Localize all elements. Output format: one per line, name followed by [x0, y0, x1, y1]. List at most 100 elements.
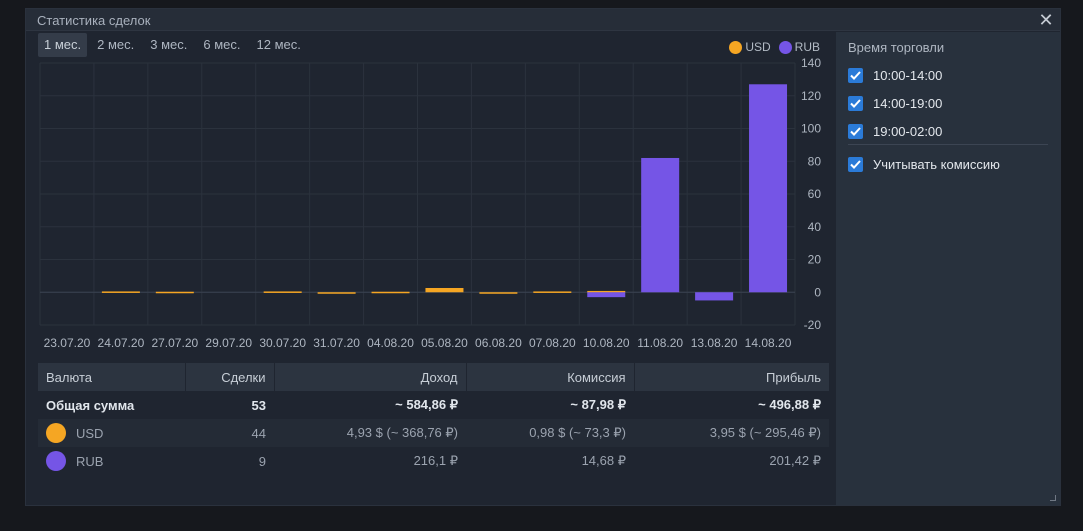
bar-usd — [371, 291, 410, 294]
profit-cell: 3,95 $ (~ 295,46 ₽) — [634, 419, 829, 447]
sidebar-divider — [848, 144, 1048, 145]
commission-cell: 14,68 ₽ — [581, 453, 626, 468]
legend-rub: RUB — [778, 40, 820, 54]
period-tab-1m[interactable]: 1 мес. — [38, 33, 88, 57]
x-tick-label: 30.07.20 — [259, 336, 306, 350]
total-label: Общая сумма — [46, 397, 135, 413]
col-income: Доход — [274, 363, 467, 391]
period-tab-2m[interactable]: 2 мес. — [97, 37, 135, 52]
trade-stats-window: Статистика сделок ✕ 1 мес. 2 мес. 3 мес.… — [25, 8, 1061, 506]
profit-bar-chart: 140 120 100 80 60 40 20 0 -20 23.07.20 24.07.20 27.… — [39, 56, 822, 350]
currency-label: USD — [76, 425, 104, 441]
total-row: Общая сумма 53 ~ 584,86 ₽ ~ 87,98 ₽ ~ 49… — [38, 391, 829, 419]
y-tick-label: 140 — [801, 56, 821, 70]
y-tick-label: -20 — [804, 318, 822, 332]
x-tick-label: 23.07.20 — [44, 336, 91, 350]
rub-dot-icon — [46, 451, 66, 471]
total-profit: ~ 496,88 ₽ — [758, 397, 821, 412]
legend-rub-label: RUB — [794, 40, 820, 54]
window-title: Статистика сделок — [37, 13, 151, 28]
checkbox-checked-icon[interactable] — [848, 96, 863, 111]
x-tick-label: 04.08.20 — [367, 336, 414, 350]
time-filter-label: 19:00-02:00 — [873, 124, 943, 139]
table-header-row: Валюта Сделки Доход Комиссия Прибыль — [38, 363, 829, 391]
resize-handle-icon[interactable] — [1050, 495, 1056, 501]
income-cell: 4,93 $ (~ 368,76 ₽) — [274, 419, 466, 447]
bar-usd — [425, 287, 464, 293]
y-tick-label: 80 — [808, 154, 822, 168]
bar-usd — [479, 292, 518, 294]
trading-time-title: Время торговли — [848, 40, 945, 55]
time-filter-14-19[interactable]: 14:00-19:00 — [848, 96, 942, 111]
bar-rub — [587, 292, 626, 298]
col-deals: Сделки — [185, 363, 275, 391]
currency-cell: RUB — [38, 447, 185, 475]
legend-usd: USD — [729, 40, 771, 54]
title-bar: Статистика сделок ✕ — [26, 9, 1060, 31]
filter-sidebar: Время торговли 10:00-14:00 14:00-19:00 1… — [836, 32, 1060, 505]
income-cell: 216,1 ₽ — [413, 453, 458, 468]
time-filter-10-14[interactable]: 10:00-14:00 — [848, 68, 942, 83]
profit-cell: 201,42 ₽ — [769, 453, 821, 468]
bar-usd — [263, 291, 302, 293]
deals-cell: 9 — [258, 453, 266, 469]
total-commission: ~ 87,98 ₽ — [570, 397, 626, 412]
main-panel: 1 мес. 2 мес. 3 мес. 6 мес. 12 мес. USD … — [26, 32, 836, 507]
bar-rub — [749, 84, 788, 293]
rub-swatch-icon — [778, 40, 792, 54]
col-commission: Комиссия — [466, 363, 635, 391]
x-tick-label: 05.08.20 — [421, 336, 468, 350]
x-tick-label: 24.07.20 — [98, 336, 145, 350]
y-tick-label: 40 — [808, 220, 822, 234]
x-tick-label: 29.07.20 — [205, 336, 252, 350]
bar-usd — [101, 291, 140, 293]
y-tick-label: 120 — [801, 89, 821, 103]
time-filter-19-02[interactable]: 19:00-02:00 — [848, 124, 942, 139]
period-tab-3m[interactable]: 3 мес. — [150, 37, 188, 52]
chart-legend: USD RUB — [729, 40, 820, 54]
table-row: RUB 9 216,1 ₽ 14,68 ₽ 201,42 ₽ — [38, 447, 829, 475]
period-tabs: 1 мес. 2 мес. 3 мес. 6 мес. 12 мес. — [38, 33, 307, 57]
time-filter-label: 10:00-14:00 — [873, 68, 943, 83]
currency-cell: USD — [38, 419, 185, 447]
checkbox-checked-icon[interactable] — [848, 124, 863, 139]
x-tick-label: 31.07.20 — [313, 336, 360, 350]
commission-cell: 0,98 $ (~ 73,3 ₽) — [466, 419, 634, 447]
bar-usd — [317, 292, 356, 294]
total-deals: 53 — [251, 397, 266, 413]
bar-usd — [155, 291, 194, 294]
x-tick-label: 06.08.20 — [475, 336, 522, 350]
commission-toggle[interactable]: Учитывать комиссию — [848, 157, 1000, 172]
x-tick-label: 11.08.20 — [637, 336, 683, 350]
y-tick-label: 60 — [808, 187, 822, 201]
x-tick-label: 07.08.20 — [529, 336, 576, 350]
bar-rub — [695, 292, 734, 301]
period-tab-12m[interactable]: 12 мес. — [256, 37, 301, 52]
table-row: USD 44 4,93 $ (~ 368,76 ₽) 0,98 $ (~ 73,… — [38, 419, 829, 447]
legend-usd-label: USD — [745, 40, 771, 54]
y-tick-label: 0 — [814, 285, 821, 299]
time-filter-label: 14:00-19:00 — [873, 96, 943, 111]
x-tick-label: 13.08.20 — [691, 336, 738, 350]
checkbox-checked-icon[interactable] — [848, 157, 863, 172]
x-tick-label: 27.07.20 — [151, 336, 198, 350]
commission-label: Учитывать комиссию — [873, 157, 1000, 172]
y-tick-label: 20 — [808, 253, 822, 267]
usd-dot-icon — [46, 423, 66, 443]
bar-usd — [533, 291, 572, 293]
deals-cell: 44 — [185, 419, 274, 447]
currency-label: RUB — [76, 453, 104, 469]
period-tab-6m[interactable]: 6 мес. — [203, 37, 241, 52]
usd-swatch-icon — [729, 40, 743, 54]
bar-rub — [641, 157, 680, 293]
stats-table: Валюта Сделки Доход Комиссия Прибыль Общ… — [38, 363, 829, 475]
bar-usd — [587, 290, 626, 293]
x-tick-label: 14.08.20 — [745, 336, 792, 350]
x-tick-label: 10.08.20 — [583, 336, 630, 350]
close-icon[interactable]: ✕ — [1038, 10, 1054, 30]
checkbox-checked-icon[interactable] — [848, 68, 863, 83]
col-profit: Прибыль — [634, 363, 829, 391]
total-income: ~ 584,86 ₽ — [395, 397, 458, 412]
col-currency: Валюта — [38, 363, 186, 391]
y-tick-label: 100 — [801, 122, 821, 136]
